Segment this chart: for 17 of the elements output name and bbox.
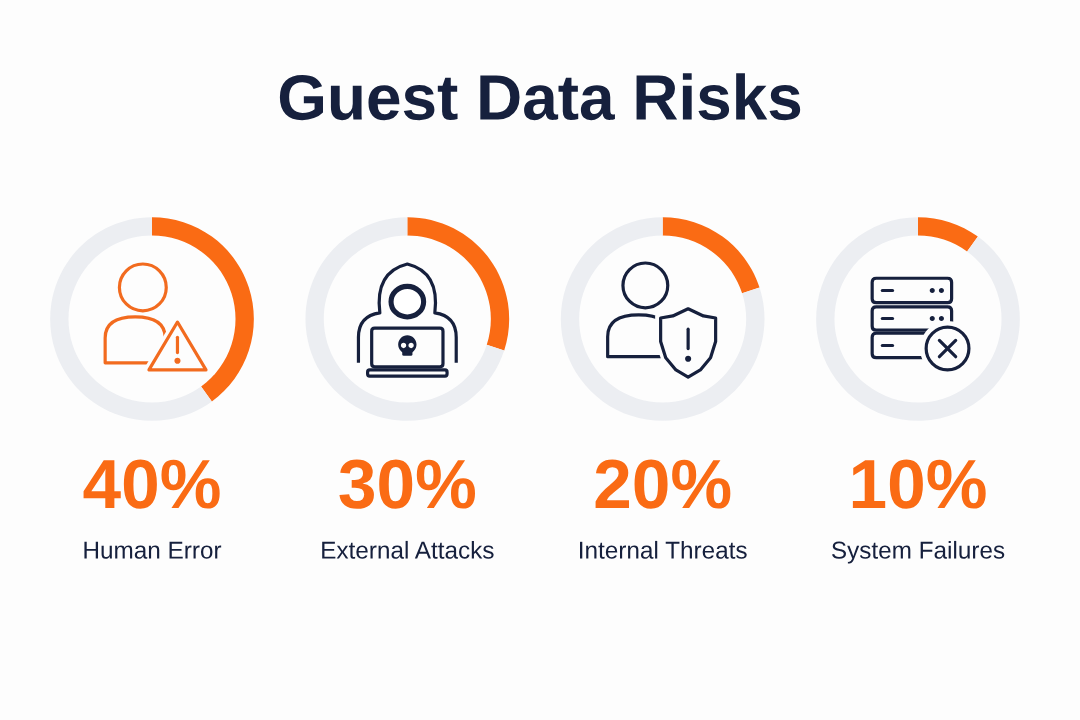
text: 10% xyxy=(852,459,986,509)
donut-slice xyxy=(918,217,978,252)
text: System Failures xyxy=(831,540,1005,564)
donut-slice xyxy=(50,217,212,421)
text: 30% xyxy=(339,459,475,509)
donut-slice xyxy=(560,217,765,421)
donut-slice xyxy=(662,217,760,294)
donut-slice xyxy=(816,217,1020,421)
donut-slice xyxy=(407,217,510,351)
text: Guest Data Risks xyxy=(279,73,801,121)
donut-slice xyxy=(152,217,254,402)
text: 40% xyxy=(83,459,220,509)
text: Internal Threats xyxy=(580,540,747,559)
text: Human Error xyxy=(84,541,222,559)
donut-slice xyxy=(305,217,505,421)
text: 20% xyxy=(595,459,731,509)
text: External Attacks xyxy=(322,540,494,559)
